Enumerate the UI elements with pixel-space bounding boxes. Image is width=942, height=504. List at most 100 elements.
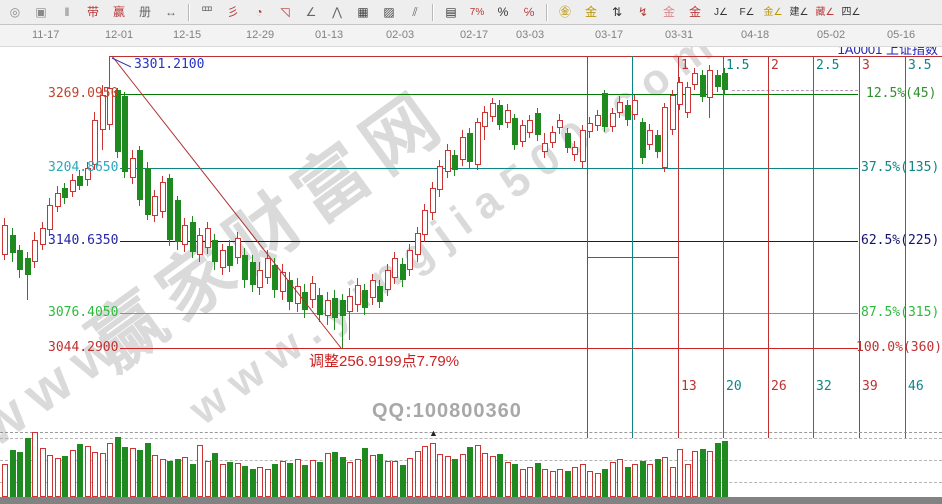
volume-bar [122,447,128,497]
volume-bar [475,445,481,497]
trend-angle-icon[interactable]: ∠ [299,1,323,23]
percent-retrace-icon[interactable]: 7% [465,1,489,23]
candle-body [527,120,533,133]
candle-body [40,228,46,245]
f-angle-icon[interactable]: F∠ [735,1,759,23]
candle-body [220,250,226,268]
volume-bar [145,443,151,497]
ying-tool-icon[interactable]: 赢 [107,1,131,23]
candle-body [205,228,211,248]
volume-bar [212,453,218,497]
fib-percent-label: 12.5%(45) [866,86,937,101]
volume-bar [370,455,376,497]
volume-bar [205,461,211,497]
volume-bar [452,459,458,497]
zigzag-wave-icon[interactable]: ⋀ [325,1,349,23]
candle-body [310,283,316,300]
golden-grid-icon[interactable]: 金 [657,1,681,23]
retracement-annotation: 调整256.9199点7.79% [309,353,460,370]
candle-wick [27,252,28,300]
volume-bar [655,459,661,497]
candle-body [520,125,526,142]
volume-bar [310,460,316,497]
gann-cycle-label: 1 [681,58,689,73]
volume-bar [332,452,338,497]
candle-body [497,105,503,125]
grid-box-icon[interactable]: ▣ [29,1,53,23]
price-range-icon[interactable]: ⇅ [605,1,629,23]
candle-body [257,270,263,288]
candle-body [32,240,38,262]
percent-icon[interactable]: % [491,1,515,23]
dai-band-tool-icon[interactable]: 带 [81,1,105,23]
candle-body [415,233,421,255]
fib-price-label: 3140.6350 [48,233,119,248]
cang-angle-icon[interactable]: 藏∠ [813,1,837,23]
volume-bar [257,467,263,497]
gann-box-icon[interactable]: 罒 [195,1,219,23]
date-label: 03-31 [665,29,694,41]
ladder-grid-icon[interactable]: 册 [133,1,157,23]
candle-body [580,130,586,162]
toolbar-separator [188,3,190,21]
candle-body [355,285,361,305]
candle-body [535,113,541,135]
volume-bar [272,464,278,497]
grid-target-icon[interactable]: ▨ [377,1,401,23]
gann-time-line [768,56,769,438]
double-line-icon[interactable]: ‖ [55,1,79,23]
golden-angle-icon[interactable]: 金∠ [761,1,785,23]
volume-bar [265,469,271,497]
parallel-channel-icon[interactable]: ⫽ [403,1,427,23]
candle-body [625,105,631,120]
candle-body [62,188,68,198]
volume-bar [467,447,473,497]
candle-body [347,296,353,312]
fib-percent-label: 87.5%(315) [861,305,940,320]
candle-body [182,225,188,245]
date-label: 05-16 [887,29,916,41]
flag-pen-icon[interactable]: ↯ [631,1,655,23]
fibonacci-arc-icon[interactable]: ◔ [247,1,271,23]
candle-body [602,93,608,127]
volume-bar [542,469,548,497]
dense-grid-icon[interactable]: ▦ [351,1,375,23]
fib-percent-label: 62.5%(225) [861,233,940,248]
date-label: 03-03 [516,29,545,41]
golden-line-icon[interactable]: 金 [579,1,603,23]
fib-level-line [120,348,858,349]
candle-body [325,300,331,316]
golden-section-circle-icon[interactable]: ㊎ [553,1,577,23]
volume-bar [130,448,136,497]
candle-body [550,132,556,143]
volume-bar [580,464,586,497]
width-measure-icon[interactable]: ↔ [159,1,183,23]
candle-body [610,113,616,127]
candle-body [250,262,256,285]
gann-fan-icon[interactable]: 彡 [221,1,245,23]
crosshair-circle-icon[interactable]: ◎ [3,1,27,23]
peak-price-label: 3301.2100 [134,57,205,72]
percent-level-icon[interactable]: ℅ [517,1,541,23]
si-angle-icon[interactable]: 四∠ [839,1,863,23]
date-label: 04-18 [741,29,770,41]
candle-body [47,205,53,230]
volume-bars-icon[interactable]: ▤ [439,1,463,23]
qq-watermark: QQ:100800360 [372,400,522,422]
volume-bar [47,455,53,497]
candle-body [100,95,106,130]
jian-angle-icon[interactable]: 建∠ [787,1,811,23]
j-angle-icon[interactable]: J∠ [709,1,733,23]
candle-body [17,250,23,270]
candle-body [272,265,278,290]
volume-bar [92,452,98,497]
volume-bar [355,459,361,497]
volume-bar [527,467,533,497]
volume-bar [40,448,46,497]
date-label: 03-17 [595,29,624,41]
golden-channel-icon[interactable]: 金 [683,1,707,23]
volume-bar [280,461,286,497]
candle-body [362,290,368,308]
candle-body [122,96,128,172]
square-fan-icon[interactable]: ◹ [273,1,297,23]
